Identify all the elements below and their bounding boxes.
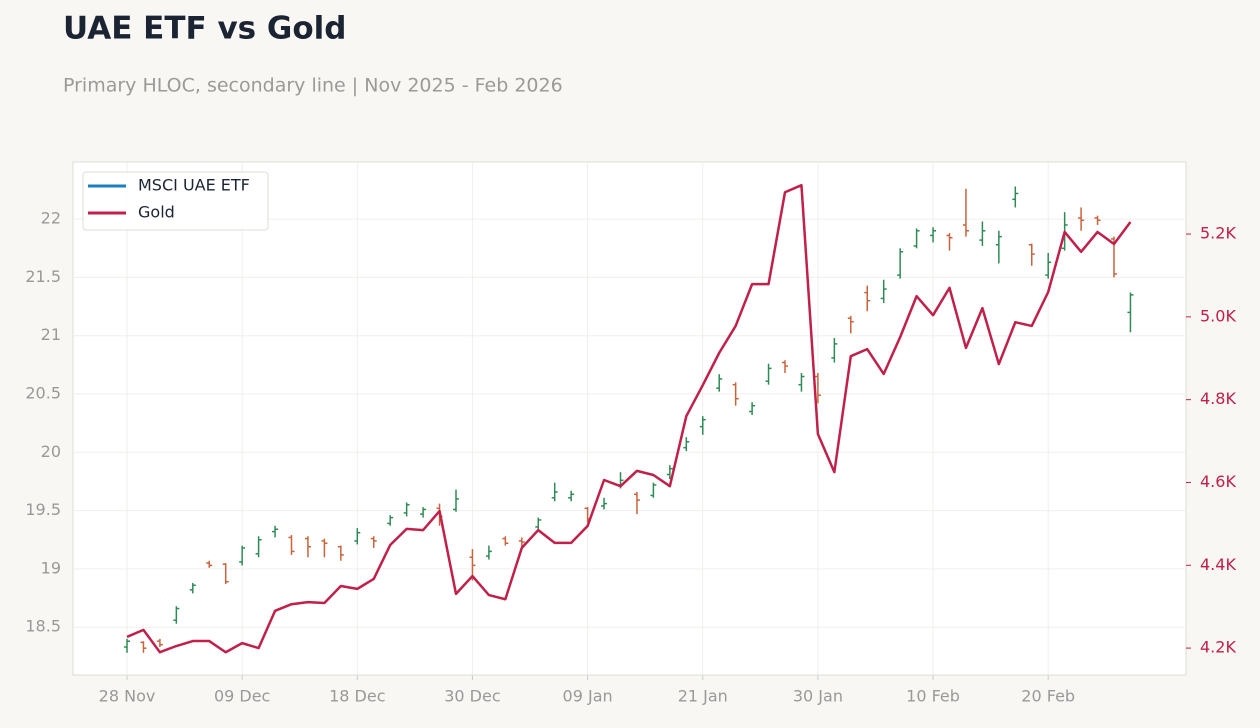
y-tick-label: 20 bbox=[41, 442, 61, 461]
y2-tick-label: 4.4K bbox=[1200, 555, 1236, 574]
x-tick-label: 09 Dec bbox=[214, 687, 270, 706]
y2-tick-label: 4.8K bbox=[1200, 389, 1236, 408]
x-tick-label: 30 Dec bbox=[444, 687, 500, 706]
y-tick-label: 19 bbox=[41, 558, 61, 577]
y-tick-label: 20.5 bbox=[25, 384, 61, 403]
y2-tick-label: 5.2K bbox=[1200, 224, 1236, 243]
y2-tick-label: 5.0K bbox=[1200, 306, 1236, 325]
x-tick-label: 10 Feb bbox=[906, 687, 960, 706]
y-tick-label: 21 bbox=[41, 325, 61, 344]
x-tick-label: 28 Nov bbox=[99, 687, 156, 706]
y2-tick-label: 4.6K bbox=[1200, 472, 1236, 491]
x-tick-label: 30 Jan bbox=[793, 687, 843, 706]
legend-label: MSCI UAE ETF bbox=[138, 176, 250, 195]
x-tick-label: 20 Feb bbox=[1021, 687, 1075, 706]
y-tick-label: 22 bbox=[41, 209, 61, 228]
y-tick-label: 18.5 bbox=[25, 617, 61, 636]
chart-subtitle: Primary HLOC, secondary line | Nov 2025 … bbox=[63, 75, 563, 97]
line-series bbox=[126, 183, 1132, 654]
y-tick-label: 21.5 bbox=[25, 267, 61, 286]
plot-area bbox=[72, 161, 1187, 676]
x-tick-label: 18 Dec bbox=[329, 687, 385, 706]
legend-label: Gold bbox=[138, 203, 175, 222]
y2-tick-label: 4.2K bbox=[1200, 638, 1236, 657]
legend-box bbox=[82, 171, 269, 231]
y-tick-label: 19.5 bbox=[25, 500, 61, 519]
chart-title: UAE ETF vs Gold bbox=[63, 11, 346, 47]
x-tick-label: 09 Jan bbox=[563, 687, 613, 706]
x-tick-label: 21 Jan bbox=[678, 687, 728, 706]
